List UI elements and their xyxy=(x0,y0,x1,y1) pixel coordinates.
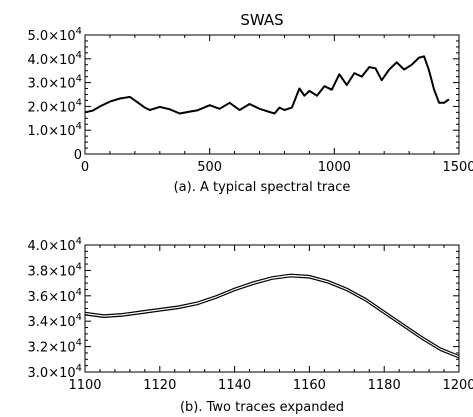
plot-frame xyxy=(84,244,460,373)
y-tick-label: 3.2×104 xyxy=(28,338,82,356)
x-tick-label: 0 xyxy=(81,160,89,175)
y-tick-label: 2.0×104 xyxy=(28,97,82,115)
x-tick-label: 1160 xyxy=(293,378,326,393)
y-tick-label: 3.0×104 xyxy=(28,363,82,381)
x-tick-label: 1200 xyxy=(442,378,473,393)
series-line-1 xyxy=(84,55,450,115)
y-tick-label: 3.6×104 xyxy=(28,287,82,305)
y-tick-label: 1.0×104 xyxy=(28,121,82,139)
panel-b: 1100 1120 1140 1160 1180 1200 3.0×104 3.2×104 3.… xyxy=(28,236,473,393)
y-tick-label: 4.0×104 xyxy=(28,236,82,254)
x-tick-label: 1120 xyxy=(143,378,176,393)
panel-a: 0 500 1000 1500 0 1.0×104 2.0×104 3.0×104 4.0×10… xyxy=(28,26,473,175)
y-tick-label: 0 xyxy=(74,148,82,163)
y-tick-label: 4.0×104 xyxy=(28,50,82,68)
y-tick-label: 3.8×104 xyxy=(28,261,82,279)
x-tick-label: 1500 xyxy=(442,160,473,175)
y-tick-label: 3.4×104 xyxy=(28,312,82,330)
series-line-1 xyxy=(84,273,460,357)
series-line-2 xyxy=(84,276,460,359)
plot-frame xyxy=(84,34,460,155)
panel-a-title: SWAS xyxy=(240,11,283,29)
y-tick-label: 5.0×104 xyxy=(28,26,82,44)
y-tick-label: 3.0×104 xyxy=(28,74,82,92)
panel-a-caption: (a). A typical spectral trace xyxy=(174,180,351,195)
panel-b-caption: (b). Two traces expanded xyxy=(180,400,344,415)
x-tick-label: 1000 xyxy=(318,160,351,175)
x-tick-label: 500 xyxy=(197,160,222,175)
x-tick-label: 1140 xyxy=(218,378,251,393)
x-tick-label: 1180 xyxy=(368,378,401,393)
x-tick-label: 1100 xyxy=(68,378,101,393)
